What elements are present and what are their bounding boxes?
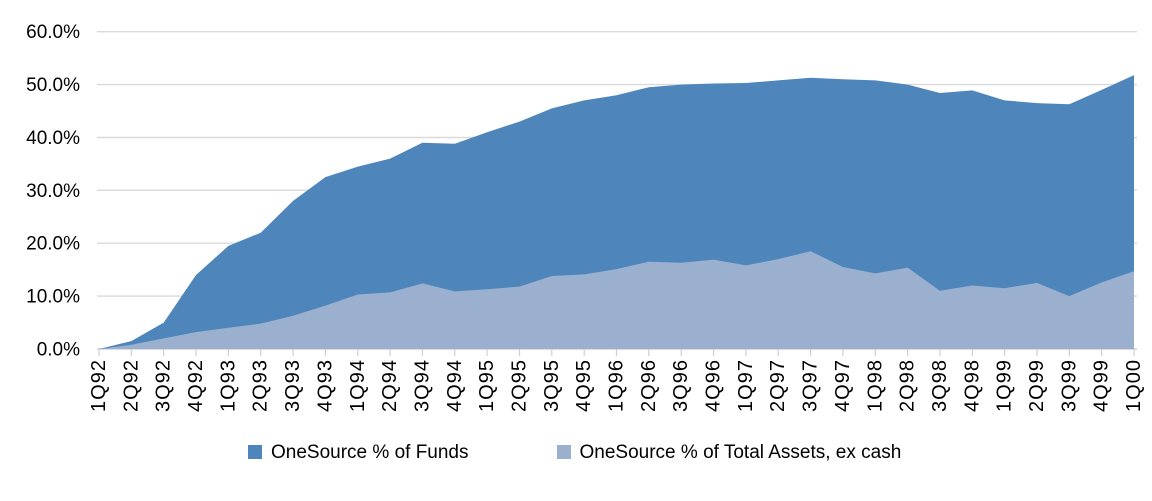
legend-item-assets: OneSource % of Total Assets, ex cash	[556, 441, 902, 463]
x-axis-tick-label: 1Q97	[735, 359, 757, 412]
y-axis-tick-label: 40.0%	[26, 128, 80, 149]
legend-label-funds: OneSource % of Funds	[271, 441, 469, 463]
x-axis-tick-label: 1Q96	[606, 359, 628, 412]
x-axis-tick-label: 1Q94	[347, 359, 369, 412]
x-axis-tick-label: 1Q95	[476, 359, 498, 412]
x-axis-tick-label: 3Q98	[929, 359, 951, 412]
x-axis-tick-label: 4Q98	[961, 359, 983, 412]
x-axis-tick-label: 2Q93	[250, 359, 272, 412]
x-axis-tick-label: 2Q98	[897, 359, 919, 412]
x-axis-tick-label: 3Q95	[541, 359, 563, 412]
x-axis-tick-label: 4Q94	[444, 359, 466, 412]
x-axis-tick-label: 3Q93	[282, 359, 304, 412]
legend-label-assets: OneSource % of Total Assets, ex cash	[579, 441, 902, 463]
x-axis-tick-label: 4Q96	[703, 359, 725, 412]
y-axis-tick-label: 10.0%	[26, 287, 80, 308]
legend-item-funds: OneSource % of Funds	[248, 443, 469, 462]
x-axis-tick-label: 3Q97	[800, 359, 822, 412]
x-axis-tick-label: 4Q97	[832, 359, 854, 412]
x-axis-tick-label: 3Q99	[1058, 359, 1080, 412]
x-axis-tick-label: 2Q94	[379, 359, 401, 412]
legend-swatch-assets-icon	[556, 445, 571, 459]
x-axis-tick-label: 2Q96	[638, 359, 660, 412]
x-axis-tick-label: 1Q93	[217, 359, 239, 412]
x-axis-tick-label: 4Q92	[185, 359, 207, 412]
y-axis-tick-label: 50.0%	[26, 75, 80, 96]
x-axis-tick-label: 1Q99	[994, 359, 1016, 412]
x-axis-tick-label: 4Q95	[573, 359, 595, 412]
x-axis-tick-label: 2Q95	[509, 359, 531, 412]
x-axis-tick-label: 2Q92	[120, 359, 142, 412]
x-axis-tick-label: 3Q94	[411, 359, 433, 412]
x-axis-tick-label: 2Q97	[767, 359, 789, 412]
x-axis-tick-label: 2Q99	[1026, 359, 1048, 412]
x-axis-tick-label: 1Q92	[88, 359, 110, 412]
x-axis-tick-label: 3Q96	[670, 359, 692, 412]
y-axis-tick-label: 60.0%	[26, 22, 80, 43]
y-axis-tick-label: 30.0%	[26, 181, 80, 202]
chart-legend: OneSource % of Funds OneSource % of Tota…	[248, 438, 901, 466]
x-axis-tick-label: 4Q93	[314, 359, 336, 412]
x-axis-tick-label: 3Q92	[153, 359, 175, 412]
y-axis-tick-label: 20.0%	[26, 234, 80, 255]
y-axis-tick-label: 0.0%	[37, 340, 80, 361]
legend-swatch-funds-icon	[248, 445, 262, 459]
x-axis-tick-label: 1Q00	[1123, 359, 1145, 412]
x-axis-tick-label: 4Q99	[1091, 359, 1113, 412]
area-series-1	[99, 251, 1134, 349]
x-axis-tick-label: 1Q98	[864, 359, 886, 412]
